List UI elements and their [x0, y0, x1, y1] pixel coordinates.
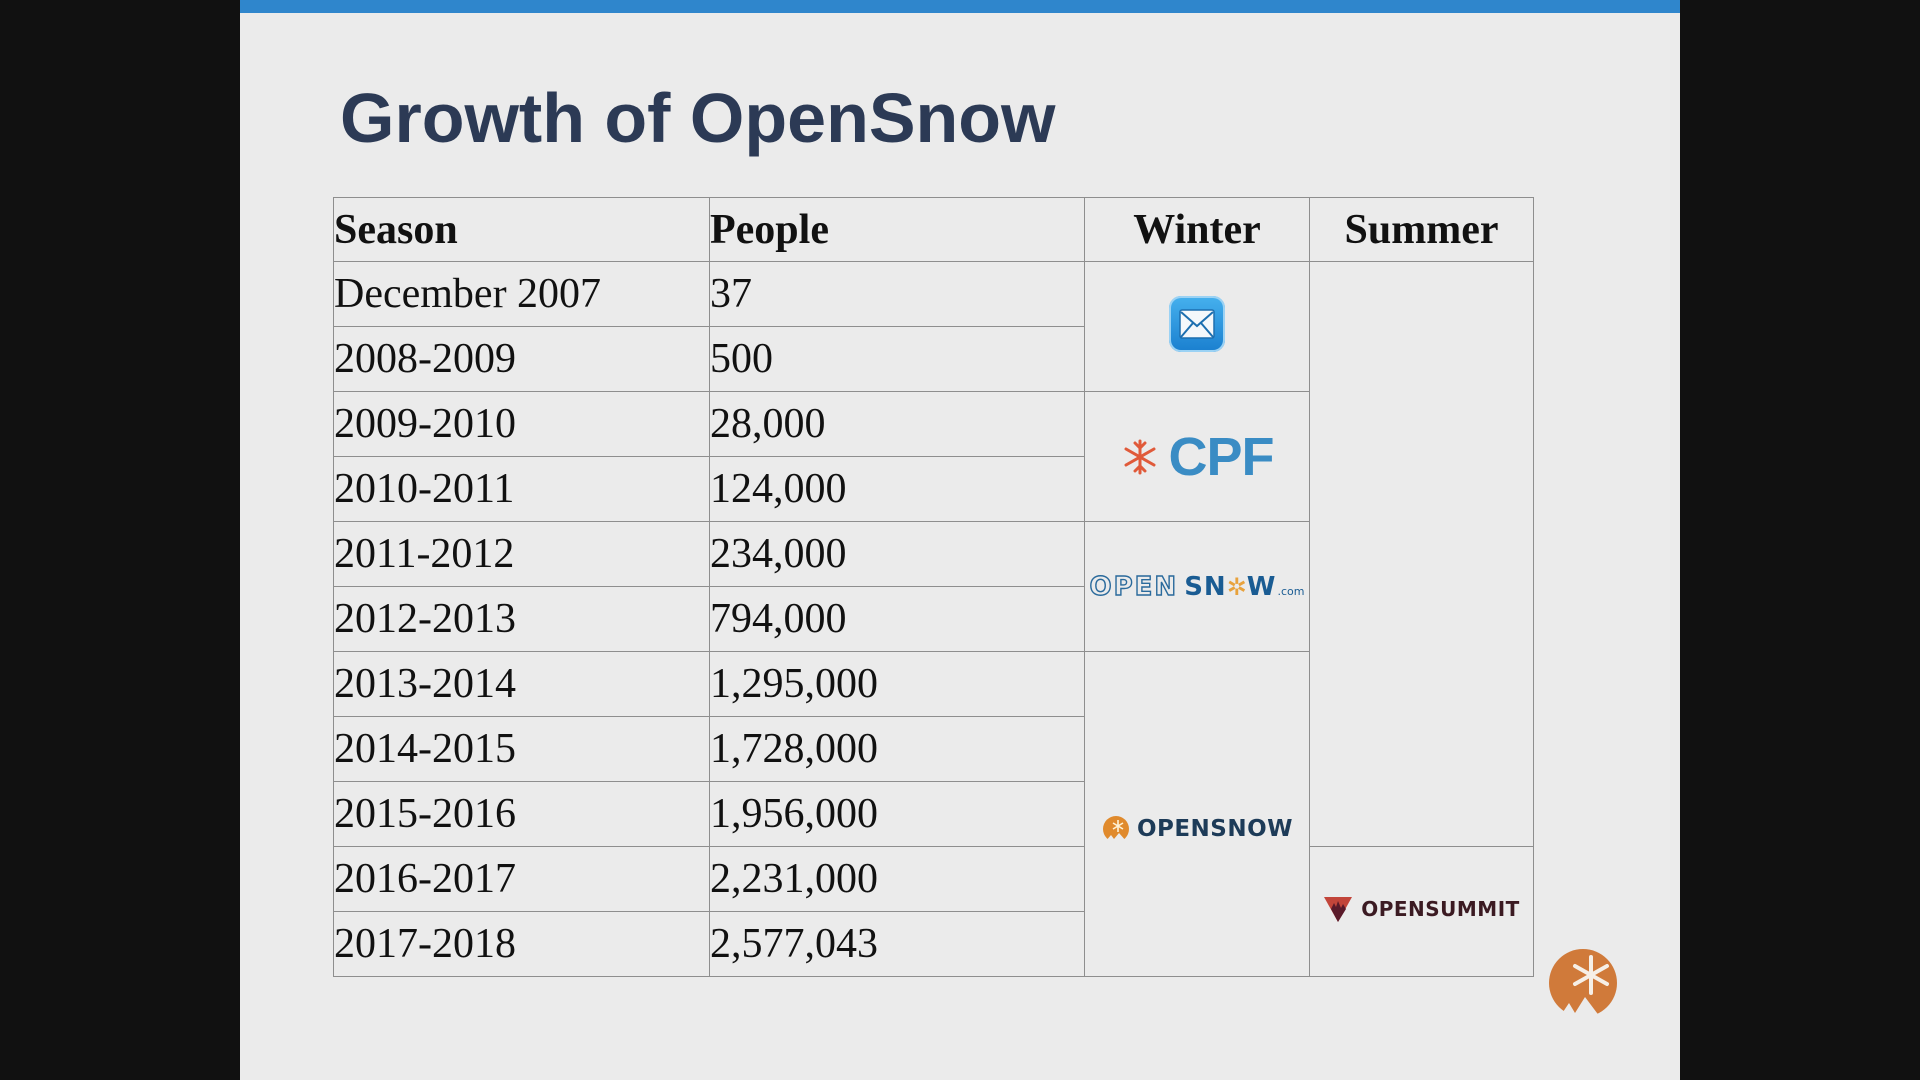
slide-accent-bar	[240, 0, 1680, 13]
mail-icon	[1169, 296, 1225, 352]
season-cell: 2009-2010	[333, 391, 710, 457]
people-cell: 37	[709, 261, 1085, 327]
table-row: 2014-2015 1,728,000	[333, 716, 1534, 782]
header-season: Season	[333, 197, 710, 262]
table-row: 2015-2016 1,956,000	[333, 781, 1534, 847]
table-row: 2017-2018 2,577,043	[333, 911, 1534, 977]
season-cell: 2015-2016	[333, 781, 710, 847]
people-cell: 1,956,000	[709, 781, 1085, 847]
opensnow-corner-logo-icon	[1549, 949, 1617, 1021]
slide-title: Growth of OpenSnow	[340, 79, 1056, 157]
season-cell: December 2007	[333, 261, 710, 327]
opensnow-com-logo: OPEN SN ✲ W .com	[1089, 571, 1305, 602]
summer-empty-cell	[1309, 261, 1534, 847]
people-cell: 124,000	[709, 456, 1085, 522]
table-row: 2008-2009 500	[333, 326, 1534, 392]
growth-table: Season People Winter Summer December 200…	[333, 197, 1534, 977]
people-cell: 1,295,000	[709, 651, 1085, 717]
opensnow-logo: OPENSNOW	[1101, 815, 1293, 843]
snowflake-icon: ✲	[1226, 572, 1247, 601]
table-row: 2012-2013 794,000	[333, 586, 1534, 652]
header-winter: Winter	[1084, 197, 1310, 262]
season-cell: 2012-2013	[333, 586, 710, 652]
opensnow-com-w: W	[1246, 571, 1277, 602]
people-cell: 28,000	[709, 391, 1085, 457]
table-row: 2016-2017 2,231,000 OPENSUMMIT	[333, 846, 1534, 977]
people-cell: 1,728,000	[709, 716, 1085, 782]
people-cell: 2,577,043	[709, 911, 1085, 977]
season-cell: 2008-2009	[333, 326, 710, 392]
summer-brand-opensummit: OPENSUMMIT	[1309, 846, 1534, 977]
season-cell: 2016-2017	[333, 846, 710, 912]
cpf-logo: CPF	[1121, 426, 1275, 488]
winter-brand-opensnow: OPENSNOW	[1084, 651, 1310, 977]
opensnow-com-sn: SN	[1184, 571, 1227, 602]
cpf-wordmark: CPF	[1168, 426, 1275, 487]
winter-brand-email	[1084, 261, 1310, 392]
table-header-row: Season People Winter Summer	[333, 197, 1534, 262]
opensnow-wordmark: OPENSNOW	[1136, 816, 1294, 842]
opensnow-com-open: OPEN	[1089, 571, 1179, 602]
table-row: 2011-2012 234,000 OPEN SN ✲ W .com	[333, 521, 1534, 652]
opensummit-wordmark: OPENSUMMIT	[1361, 897, 1520, 921]
people-cell: 2,231,000	[709, 846, 1085, 912]
people-cell: 500	[709, 326, 1085, 392]
season-cell: 2014-2015	[333, 716, 710, 782]
people-cell: 234,000	[709, 521, 1085, 587]
winter-brand-opensnow-com: OPEN SN ✲ W .com	[1084, 521, 1310, 652]
people-cell: 794,000	[709, 586, 1085, 652]
season-cell: 2013-2014	[333, 651, 710, 717]
slide: Growth of OpenSnow Season People Winter …	[240, 0, 1680, 1080]
opensnow-mountain-icon	[1102, 816, 1129, 842]
table-row: December 2007 37	[333, 261, 1534, 847]
header-summer: Summer	[1309, 197, 1534, 262]
snowflake-icon	[1124, 439, 1155, 474]
opensnow-com-suffix: .com	[1277, 584, 1305, 598]
header-people: People	[709, 197, 1085, 262]
season-cell: 2010-2011	[333, 456, 710, 522]
winter-brand-cpf: CPF	[1084, 391, 1310, 522]
season-cell: 2011-2012	[333, 521, 710, 587]
opensummit-triangle-icon	[1324, 897, 1353, 922]
season-cell: 2017-2018	[333, 911, 710, 977]
table-row: 2010-2011 124,000	[333, 456, 1534, 522]
opensummit-logo: OPENSUMMIT	[1323, 895, 1520, 923]
